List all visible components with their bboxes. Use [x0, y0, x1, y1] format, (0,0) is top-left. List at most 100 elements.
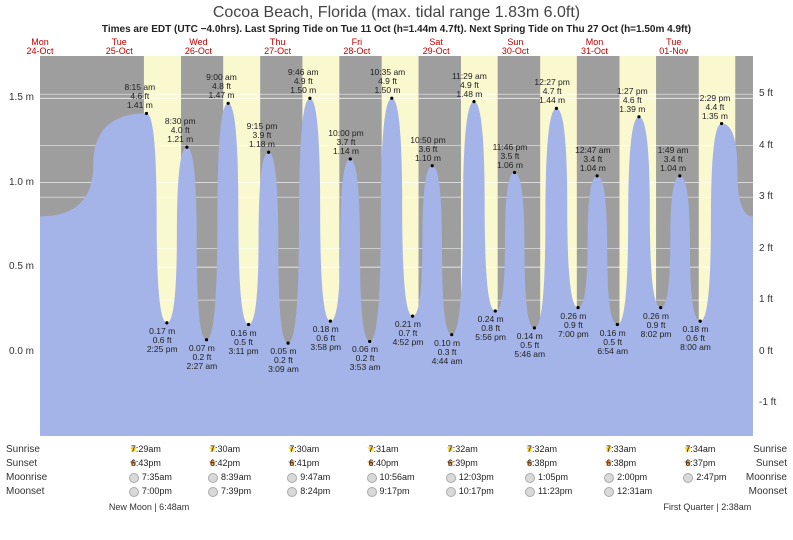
sun-moon-cell: 6:42pm [208, 458, 240, 468]
moon-icon [525, 487, 535, 497]
moon-icon [287, 473, 297, 483]
ytick-ft: 1 ft [759, 294, 773, 305]
ytick-ft: 5 ft [759, 88, 773, 99]
sun-moon-cell: 7:32am [446, 444, 478, 454]
tide-point-label: 0.10 m0.3 ft4:44 am [432, 339, 463, 366]
tide-point-label: 1:27 pm4.6 ft1.39 m [617, 87, 648, 114]
tide-point-label: 0.17 m0.6 ft2:25 pm [147, 327, 178, 354]
sun-moon-cell: 7:29am [129, 444, 161, 454]
sun-moon-cell: 6:41pm [287, 458, 319, 468]
sun-moon-cell: 10:56am [367, 472, 415, 483]
ytick-ft: 2 ft [759, 243, 773, 254]
tide-point-label: 9:15 pm3.9 ft1.18 m [247, 122, 278, 149]
moonset-label-right: Moonset [749, 486, 787, 497]
sun-moon-cell: 6:40pm [367, 458, 399, 468]
moonrise-label-right: Moonrise [746, 472, 787, 483]
ytick-m: 1.5 m [9, 92, 34, 103]
moon-icon [287, 487, 297, 497]
sun-moon-cell: 7:32am [525, 444, 557, 454]
sun-moon-cell: 7:00pm [129, 486, 172, 497]
sun-moon-cell: 7:34am [683, 444, 715, 454]
y-axis-meters: 0.0 m 0.5 m 1.0 m 1.5 m [0, 56, 38, 436]
tide-point-label: 8:30 pm4.0 ft1.21 m [165, 117, 196, 144]
sun-moon-cell: 9:47am [287, 472, 330, 483]
sun-moon-cell: 8:24pm [287, 486, 330, 497]
sun-moon-cell: 6:38pm [525, 458, 557, 468]
moon-icon [604, 487, 614, 497]
moon-icon [208, 473, 218, 483]
sun-moon-cell: 7:39pm [208, 486, 251, 497]
sun-moon-cell: 6:43pm [129, 458, 161, 468]
sunset-label-left: Sunset [6, 458, 37, 469]
tide-point-label: 0.18 m0.6 ft3:58 pm [310, 325, 341, 352]
moon-phase-label: First Quarter | 2:38am [663, 502, 751, 512]
y-axis-feet: -1 ft 0 ft 1 ft 2 ft 3 ft 4 ft 5 ft [755, 56, 793, 436]
moon-icon [367, 487, 377, 497]
moon-icon [367, 473, 377, 483]
date-axis: Mon24-OctTue25-OctWed26-OctThu27-OctFri2… [40, 38, 753, 56]
ytick-m: 0.5 m [9, 261, 34, 272]
sun-moon-cell: 2:47pm [683, 472, 726, 483]
sun-moon-cell: 9:17pm [367, 486, 410, 497]
tide-point-label: 0.06 m0.2 ft3:53 am [350, 345, 381, 372]
moon-icon [129, 487, 139, 497]
tide-point-label: 12:47 am3.4 ft1.04 m [575, 146, 610, 173]
tide-point-label: 0.07 m0.2 ft2:27 am [187, 344, 218, 371]
sun-moon-cell: 1:05pm [525, 472, 568, 483]
tide-point-label: 0.16 m0.5 ft6:54 am [597, 329, 628, 356]
sun-moon-cell: 7:30am [208, 444, 240, 454]
date-label: Tue01-Nov [650, 38, 698, 56]
sun-moon-cell: 2:00pm [604, 472, 647, 483]
moon-icon [525, 473, 535, 483]
tide-point-label: 10:00 pm3.7 ft1.14 m [328, 129, 363, 156]
sun-moon-cell: 6:38pm [604, 458, 636, 468]
sun-moon-cell: 7:35am [129, 472, 172, 483]
tide-point-label: 0.24 m0.8 ft5:56 pm [475, 315, 506, 342]
tide-point-label: 12:27 pm4.7 ft1.44 m [534, 78, 569, 105]
date-label: Sun30-Oct [491, 38, 539, 56]
chart-subtitle: Times are EDT (UTC −4.0hrs). Last Spring… [0, 24, 793, 35]
sunrise-label-right: Sunrise [753, 444, 787, 455]
ytick-ft: 4 ft [759, 140, 773, 151]
moonset-label-left: Moonset [6, 486, 44, 497]
tide-point-label: 0.14 m0.5 ft5:46 am [514, 332, 545, 359]
sun-moon-cell: 12:31am [604, 486, 652, 497]
moon-icon [129, 473, 139, 483]
date-label: Sat29-Oct [412, 38, 460, 56]
sun-moon-cell: 11:23pm [525, 486, 572, 497]
ytick-ft: 3 ft [759, 191, 773, 202]
tide-point-label: 9:00 am4.8 ft1.47 m [206, 73, 237, 100]
date-label: Mon31-Oct [571, 38, 619, 56]
date-label: Tue25-Oct [95, 38, 143, 56]
moon-icon [446, 473, 456, 483]
sun-moon-cell: 10:17pm [446, 486, 494, 497]
tide-point-label: 0.16 m0.5 ft3:11 pm [229, 329, 259, 356]
tide-point-label: 10:35 am4.9 ft1.50 m [370, 68, 405, 95]
sun-moon-cell: 7:33am [604, 444, 636, 454]
moon-icon [208, 487, 218, 497]
tide-point-label: 0.18 m0.6 ft8:00 am [680, 325, 711, 352]
tide-point-label: 11:29 am4.9 ft1.48 m [452, 72, 487, 99]
sun-moon-cell: 6:37pm [683, 458, 715, 468]
sunset-label-right: Sunset [756, 458, 787, 469]
sun-moon-cell: 6:39pm [446, 458, 478, 468]
tide-point-label: 10:50 pm3.6 ft1.10 m [410, 136, 445, 163]
sun-moon-cell: 12:03pm [446, 472, 494, 483]
tide-point-label: 0.26 m0.9 ft8:02 pm [641, 312, 672, 339]
moon-icon [683, 473, 693, 483]
sunrise-label-left: Sunrise [6, 444, 40, 455]
ytick-m: 0.0 m [9, 346, 34, 357]
tide-point-label: 8:15 am4.6 ft1.41 m [124, 83, 155, 110]
date-label: Wed26-Oct [174, 38, 222, 56]
moonrise-label-left: Moonrise [6, 472, 47, 483]
ytick-m: 1.0 m [9, 177, 34, 188]
tide-chart: 8:15 am4.6 ft1.41 m 0.17 m0.6 ft2:25 pm 8:… [40, 56, 753, 436]
sun-moon-cell: 7:30am [287, 444, 319, 454]
tide-point-label: 0.21 m0.7 ft4:52 pm [393, 320, 424, 347]
ytick-ft: -1 ft [759, 397, 776, 408]
moon-phase-label: New Moon | 6:48am [109, 502, 189, 512]
sun-moon-cell: 8:39am [208, 472, 251, 483]
ytick-ft: 0 ft [759, 346, 773, 357]
tide-point-label: 0.05 m0.2 ft3:09 am [268, 347, 299, 374]
tide-point-label: 9:46 am4.9 ft1.50 m [288, 68, 319, 95]
